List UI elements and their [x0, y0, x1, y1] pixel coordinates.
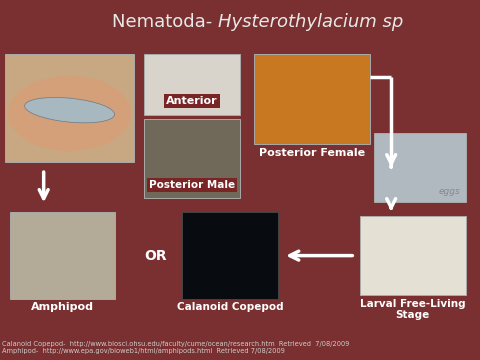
Bar	[10, 212, 115, 299]
Bar	[182, 212, 278, 299]
Bar	[5, 54, 134, 162]
Text: Anterior: Anterior	[166, 96, 218, 106]
Text: Posterior Male: Posterior Male	[149, 180, 235, 190]
Bar	[254, 54, 370, 144]
Text: Calanoid Copepod-  http://www.biosci.ohsu.edu/faculty/cume/ocean/research.htm  R: Calanoid Copepod- http://www.biosci.ohsu…	[2, 341, 350, 354]
Bar	[360, 216, 466, 295]
Text: Posterior Female: Posterior Female	[259, 148, 365, 158]
Ellipse shape	[8, 76, 131, 151]
Bar	[144, 119, 240, 198]
Bar	[144, 54, 240, 115]
Bar	[374, 133, 466, 202]
Text: eggs: eggs	[439, 187, 461, 196]
Text: Hysterothylacium sp: Hysterothylacium sp	[218, 13, 404, 31]
Text: Nematoda-: Nematoda-	[112, 13, 218, 31]
Text: Calanoid Copepod: Calanoid Copepod	[177, 302, 284, 312]
Ellipse shape	[24, 98, 115, 123]
Text: OR: OR	[144, 249, 168, 262]
Text: Larval Free-Living
Stage: Larval Free-Living Stage	[360, 299, 466, 320]
Text: Amphipod: Amphipod	[31, 302, 94, 312]
